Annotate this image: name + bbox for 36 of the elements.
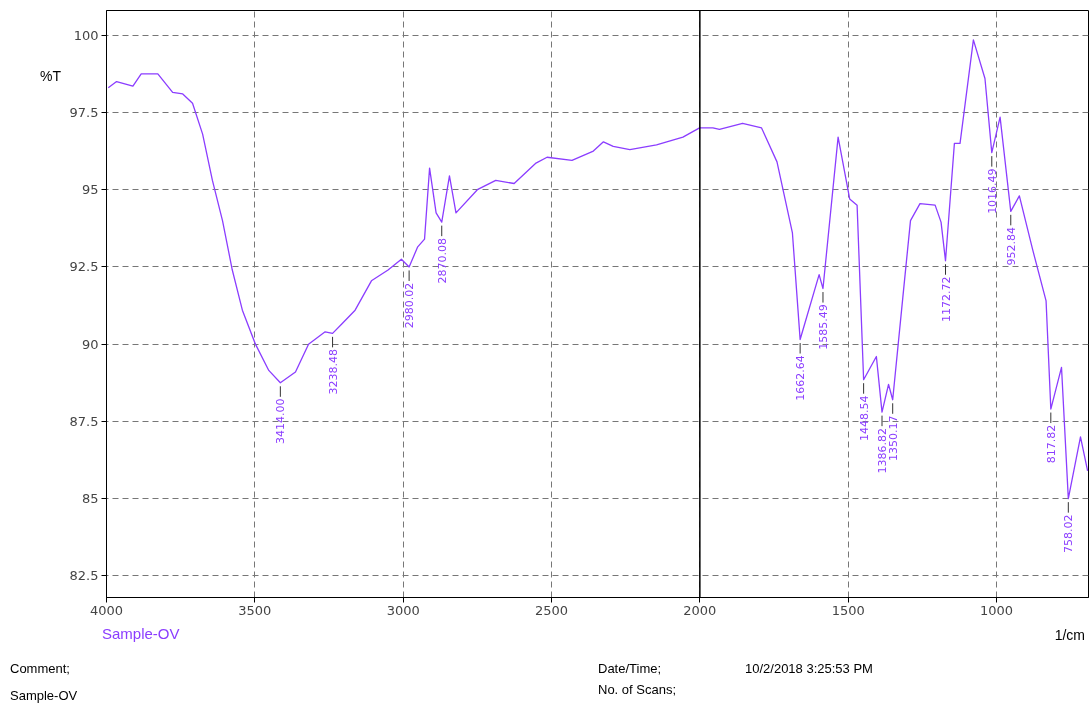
text: Sample-OV [10,687,78,705]
x-tick-label: 4000 [89,602,124,618]
y-tick-label: 92.5 [69,259,99,275]
y-tick-label: 90 [81,336,99,352]
annotation: 2870.08 [435,237,449,284]
annotation: 1585.49 [816,304,830,350]
x-tick-label: 1500 [831,602,865,618]
x-tick-label: 2000 [683,602,717,618]
y-axis-title: %T [40,67,61,86]
y-tick-label: 100 [73,27,99,43]
x-tick-label: 3000 [386,602,420,618]
text: Comment; [10,660,70,678]
text: Sample-OV [102,624,180,644]
annotation: 952.84 [1004,227,1018,266]
annotation: 1016.49 [985,168,999,214]
annotation: 1172.72 [939,276,953,323]
line-series [107,39,1089,500]
annotation: 758.02 [1062,514,1076,553]
annotation: 1662.64 [794,355,808,401]
y-tick-label: 97.5 [69,104,99,120]
x-tick-label: 3500 [238,602,272,618]
text: No. of Scans; [598,681,677,699]
y-tick-label: 95 [81,182,99,198]
y-tick-label: 87.5 [69,413,99,429]
x-tick-label: 2500 [534,602,569,618]
annotation: 1448.54 [857,395,871,441]
text: Date/Time; [598,660,662,678]
y-tick-label: 85 [81,491,99,507]
annotation: 2980.02 [403,282,417,329]
annotation: 3238.48 [326,349,340,395]
annotation: 3414.00 [274,398,288,445]
x-axis-title: 1/cm [1054,626,1085,645]
annotation: 817.82 [1044,424,1058,464]
y-tick-label: 82.5 [69,568,99,584]
x-tick-label: 1000 [979,602,1014,618]
text: 10/2/2018 3:25:53 PM [745,660,873,678]
